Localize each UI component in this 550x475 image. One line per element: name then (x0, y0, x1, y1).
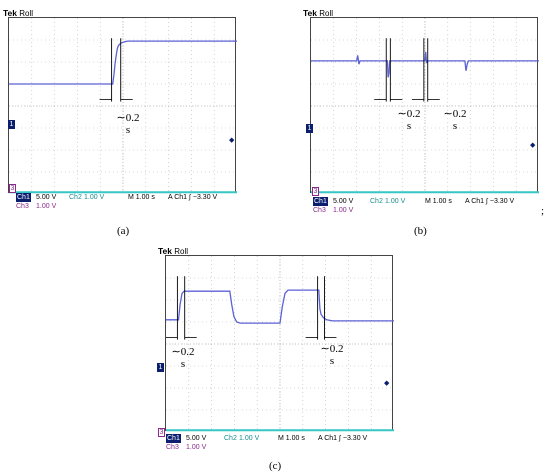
approx-label: ∼0.2 (320, 343, 344, 355)
unit-label: s (452, 120, 458, 132)
unit-label: s (329, 355, 335, 367)
ch1-label: Ch1 (166, 434, 181, 443)
brand-label: Tek (158, 246, 173, 256)
trigger-readout: A Ch1 ∫ −3.30 V (168, 194, 218, 201)
trigger-level-icon: ◆ (384, 380, 390, 387)
ch2-scale: 1.00 V (84, 194, 105, 201)
ch1-trace (9, 40, 237, 85)
graticule (9, 18, 237, 194)
ch3-scale: 1.00 V (186, 444, 207, 451)
ch1-scale: 5.00 V (186, 435, 207, 442)
approx-label: ∼0.2 (443, 108, 467, 120)
trigger-level-icon: ◆ (530, 142, 536, 149)
ch2-label: Ch2 (224, 435, 237, 442)
timebase: M 1.00 s (278, 435, 305, 442)
trigger-level-icon: ◆ (229, 137, 235, 144)
ch3-scale: 1.00 V (333, 207, 354, 214)
brand-label: Tek (303, 8, 318, 18)
mode-label: Roll (19, 9, 34, 18)
scope-header-a: Tek Roll (3, 8, 33, 18)
ch1-label: Ch1 (16, 193, 31, 202)
timebase: M 1.00 s (425, 198, 452, 205)
ch1-marker: 1 (8, 120, 15, 129)
ch1-scale: 5.00 V (36, 194, 57, 201)
ch1-trace (311, 52, 539, 78)
unit-label: s (180, 358, 186, 370)
separator: ; (541, 205, 545, 217)
annotation-c-1: ∼0.2 s (163, 345, 203, 370)
caption-c: (c) (269, 460, 282, 472)
scope-screen-a (8, 17, 237, 194)
trigger-readout: A Ch1 ∫ −3.30 V (318, 435, 368, 442)
mode-label: Roll (319, 9, 334, 18)
ch3-marker: 3 (312, 187, 319, 196)
unit-label: s (125, 124, 131, 136)
annotation-c-2: ∼0.2 s (312, 342, 352, 367)
ch3-label: Ch3 (313, 207, 326, 214)
annotation-a-1: ∼0.2 s (108, 111, 148, 136)
approx-label: ∼0.2 (171, 346, 195, 358)
timebase: M 1.00 s (128, 194, 155, 201)
ch3-marker: 3 (158, 428, 165, 437)
annotation-b-1: ∼0.2 s (389, 107, 429, 132)
ch3-marker: 3 (9, 184, 16, 193)
scope-header-c: Tek Roll (158, 246, 188, 256)
caption-a: (a) (117, 225, 130, 237)
ch2-label: Ch2 (69, 194, 82, 201)
ch2-scale: 1.00 V (385, 198, 406, 205)
ch3-label: Ch3 (16, 203, 29, 210)
ch3-label: Ch3 (166, 444, 179, 451)
trigger-readout: A Ch1 ∫ −3.30 V (465, 198, 515, 205)
ch1-label: Ch1 (313, 197, 328, 206)
ch2-label: Ch2 (370, 198, 383, 205)
ch1-trace (166, 289, 394, 324)
unit-label: s (406, 120, 412, 132)
ch3-scale: 1.00 V (36, 203, 57, 210)
scope-screen-b (310, 17, 539, 194)
mode-label: Roll (174, 247, 189, 256)
ch1-marker: 1 (157, 363, 164, 372)
ch1-marker: 1 (306, 124, 313, 133)
annotation-b-2: ∼0.2 s (435, 107, 475, 132)
caption-b: (b) (414, 225, 427, 237)
scope-header-b: Tek Roll (303, 8, 333, 18)
scope-plot-a (9, 18, 237, 194)
approx-label: ∼0.2 (116, 112, 140, 124)
scope-plot-c (166, 256, 394, 432)
brand-label: Tek (3, 8, 18, 18)
approx-label: ∼0.2 (397, 108, 421, 120)
ch1-scale: 5.00 V (333, 198, 354, 205)
scope-plot-b (311, 18, 539, 194)
graticule (166, 256, 394, 432)
ch2-scale: 1.00 V (239, 435, 260, 442)
scope-screen-c (165, 255, 394, 432)
graticule (311, 18, 539, 194)
